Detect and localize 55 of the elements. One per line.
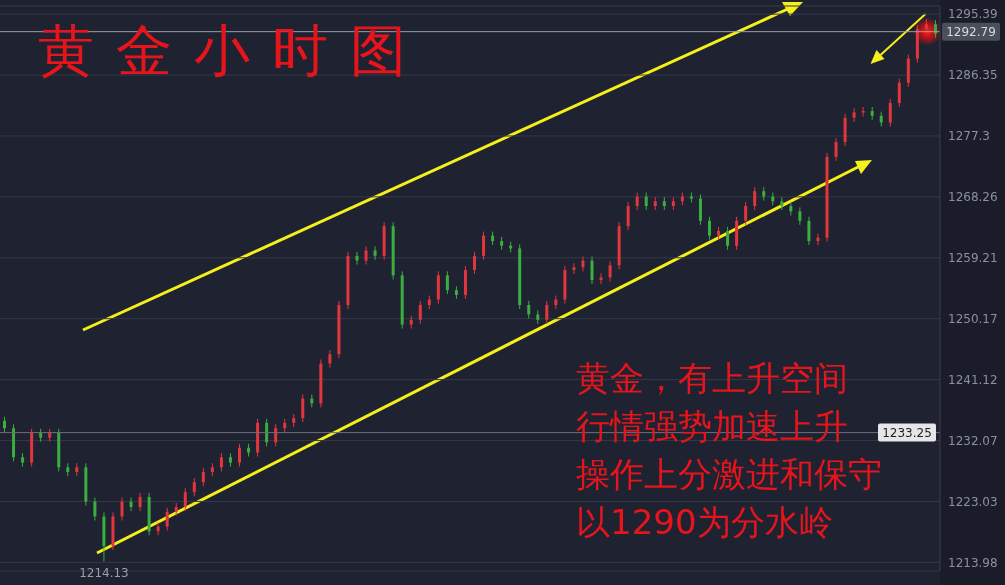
ref-line-label: 1233.25 bbox=[882, 425, 932, 440]
candlestick bbox=[183, 487, 187, 512]
candlestick bbox=[888, 98, 892, 128]
candlestick bbox=[473, 251, 476, 275]
y-tick-label: 1277.3 bbox=[948, 129, 990, 144]
candlestick bbox=[138, 492, 142, 512]
candlestick bbox=[698, 194, 702, 226]
annotation: 以1290为分水岭 bbox=[576, 501, 834, 544]
candlestick bbox=[219, 452, 223, 472]
candlestick bbox=[590, 256, 594, 285]
candlestick bbox=[897, 78, 901, 108]
candlestick bbox=[599, 272, 603, 285]
annotation: 行情强势加速上升 bbox=[576, 405, 849, 448]
candlestick bbox=[301, 394, 305, 423]
chart-title: 黄金小时图 bbox=[38, 17, 428, 85]
y-tick-label: 1250.17 bbox=[948, 311, 998, 326]
y-tick-label: 1268.26 bbox=[948, 190, 998, 205]
candlestick bbox=[572, 262, 576, 275]
candlestick bbox=[608, 260, 612, 282]
ref-line-label: 1292.79 bbox=[946, 24, 996, 39]
candlestick bbox=[445, 270, 449, 295]
y-tick-label: 1223.03 bbox=[948, 494, 998, 509]
annotation: 1214.13 bbox=[79, 566, 129, 581]
candlestick bbox=[129, 497, 133, 512]
candlestick bbox=[355, 251, 359, 266]
candlestick bbox=[238, 443, 241, 468]
candlestick bbox=[807, 216, 811, 246]
candlestick bbox=[265, 418, 269, 447]
candlestick bbox=[545, 300, 549, 325]
candlestick bbox=[834, 137, 838, 162]
annotation: 操作上分激进和保守 bbox=[576, 453, 882, 496]
candlestick bbox=[373, 245, 377, 261]
y-tick-label: 1232.07 bbox=[948, 433, 998, 448]
y-tick-label: 1213.98 bbox=[948, 555, 998, 570]
candlestick bbox=[816, 233, 820, 246]
candlestick bbox=[482, 231, 486, 261]
candlestick bbox=[708, 216, 711, 241]
candlestick bbox=[852, 107, 856, 123]
candlestick bbox=[418, 300, 422, 325]
annotation: 黄金，有上升空间 bbox=[576, 357, 849, 400]
y-tick-label: 1295.39 bbox=[948, 7, 998, 22]
y-tick-label: 1241.12 bbox=[948, 372, 998, 387]
candlestick bbox=[120, 497, 124, 521]
candlestick bbox=[753, 186, 757, 211]
candlestick bbox=[364, 245, 368, 266]
candlestick bbox=[93, 497, 97, 521]
candlestick bbox=[192, 477, 196, 497]
candlestick bbox=[744, 201, 748, 226]
y-tick-label: 1286.35 bbox=[948, 68, 998, 83]
candlestick bbox=[201, 467, 205, 487]
candlestick bbox=[726, 226, 730, 251]
candlestick bbox=[165, 507, 169, 532]
candlestick bbox=[581, 256, 585, 272]
y-tick-label: 1259.21 bbox=[948, 251, 998, 266]
candlestick bbox=[626, 201, 630, 231]
